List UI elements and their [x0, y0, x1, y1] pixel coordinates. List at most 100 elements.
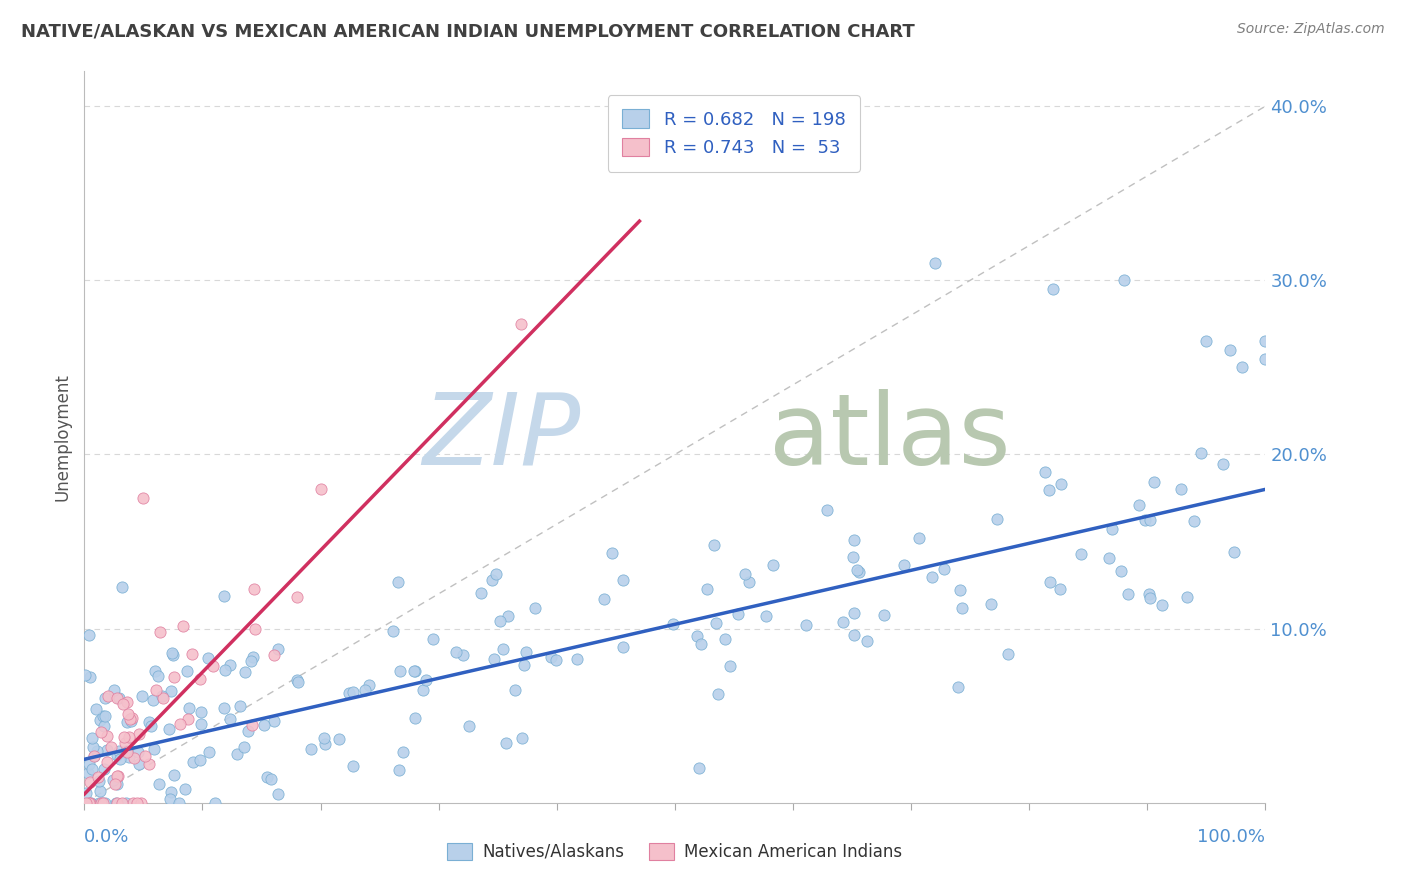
- Point: [718, 659, 741, 673]
- Point: [218, 712, 240, 726]
- Point: [755, 609, 778, 624]
- Point: [108, 752, 131, 766]
- Point: [404, 664, 426, 678]
- Point: [510, 731, 533, 745]
- Point: [662, 616, 685, 631]
- Point: [253, 718, 276, 732]
- Point: [470, 586, 492, 600]
- Point: [299, 741, 322, 756]
- Point: [1212, 457, 1234, 471]
- Point: [796, 618, 818, 632]
- Point: [180, 647, 202, 661]
- Point: [267, 642, 290, 657]
- Point: [94, 709, 117, 723]
- Point: [415, 673, 437, 687]
- Point: [328, 731, 350, 746]
- Point: [115, 745, 138, 759]
- Point: [127, 745, 149, 759]
- Point: [1254, 334, 1277, 349]
- Point: [309, 483, 332, 497]
- Point: [122, 751, 145, 765]
- Point: [1230, 360, 1253, 375]
- Point: [1254, 351, 1277, 366]
- Point: [489, 614, 512, 628]
- Point: [120, 712, 142, 726]
- Point: [503, 682, 526, 697]
- Point: [846, 563, 869, 577]
- Point: [118, 750, 141, 764]
- Point: [266, 787, 288, 801]
- Point: [96, 729, 118, 743]
- Point: [79, 670, 101, 684]
- Point: [1128, 498, 1150, 512]
- Point: [131, 689, 153, 703]
- Point: [540, 650, 562, 665]
- Point: [686, 629, 709, 643]
- Point: [1195, 334, 1218, 349]
- Point: [1033, 465, 1056, 479]
- Point: [110, 580, 132, 594]
- Point: [842, 606, 865, 620]
- Point: [524, 601, 547, 615]
- Point: [707, 687, 730, 701]
- Point: [162, 648, 184, 662]
- Point: [163, 768, 186, 782]
- Point: [256, 770, 278, 784]
- Point: [389, 664, 412, 678]
- Point: [96, 743, 118, 757]
- Point: [690, 637, 713, 651]
- Point: [107, 769, 129, 783]
- Point: [114, 735, 136, 749]
- Point: [263, 648, 285, 662]
- Point: [105, 796, 128, 810]
- Point: [1219, 343, 1241, 357]
- Point: [287, 674, 309, 689]
- Point: [997, 648, 1019, 662]
- Point: [1150, 598, 1173, 612]
- Point: [84, 702, 107, 716]
- Text: ZIP: ZIP: [422, 389, 581, 485]
- Point: [142, 693, 165, 707]
- Point: [714, 632, 737, 646]
- Point: [831, 615, 853, 630]
- Point: [907, 531, 929, 545]
- Point: [212, 700, 235, 714]
- Point: [93, 762, 115, 776]
- Point: [381, 624, 404, 638]
- Point: [90, 725, 112, 739]
- Point: [197, 745, 219, 759]
- Point: [592, 592, 614, 607]
- Point: [79, 796, 101, 810]
- Point: [190, 705, 212, 719]
- Point: [243, 582, 266, 597]
- Point: [80, 731, 103, 746]
- Point: [844, 533, 866, 548]
- Point: [949, 583, 972, 598]
- Text: Source: ZipAtlas.com: Source: ZipAtlas.com: [1237, 22, 1385, 37]
- Point: [513, 658, 536, 673]
- Point: [696, 582, 718, 597]
- Point: [77, 796, 100, 810]
- Point: [485, 567, 508, 582]
- Point: [89, 784, 111, 798]
- Point: [229, 699, 252, 714]
- Point: [115, 694, 138, 708]
- Point: [76, 765, 98, 780]
- Point: [97, 690, 120, 704]
- Point: [1133, 513, 1156, 527]
- Point: [510, 317, 533, 331]
- Point: [79, 775, 101, 789]
- Point: [163, 669, 186, 683]
- Point: [1098, 550, 1121, 565]
- Point: [980, 597, 1002, 611]
- Point: [129, 796, 152, 810]
- Point: [515, 645, 537, 659]
- Point: [1070, 547, 1092, 561]
- Point: [1101, 522, 1123, 536]
- Point: [1139, 513, 1161, 527]
- Point: [924, 256, 946, 270]
- Point: [103, 682, 125, 697]
- Point: [188, 673, 211, 687]
- Point: [75, 796, 97, 810]
- Point: [1038, 483, 1060, 497]
